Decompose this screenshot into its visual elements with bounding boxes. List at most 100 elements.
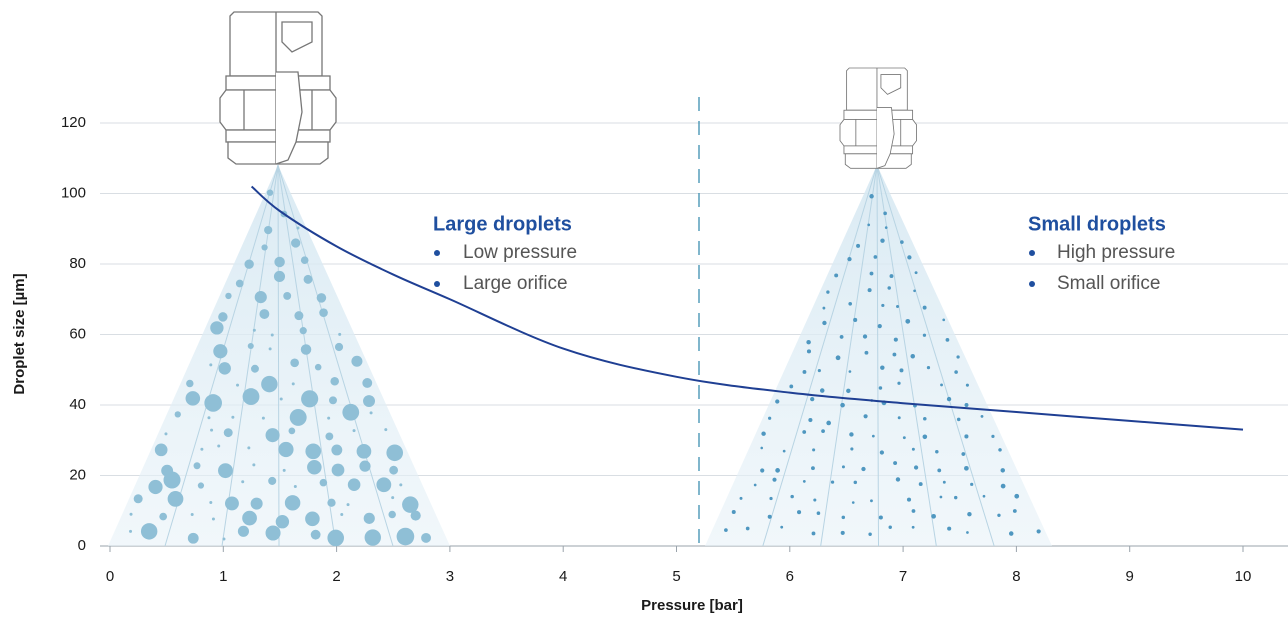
droplet xyxy=(789,384,794,389)
droplet xyxy=(780,525,784,529)
droplet xyxy=(300,256,309,265)
droplet xyxy=(363,512,375,524)
droplet xyxy=(391,496,395,500)
droplet xyxy=(848,370,852,373)
droplet xyxy=(888,525,892,529)
droplet xyxy=(846,388,851,394)
droplet xyxy=(296,226,300,230)
y-axis-title: Droplet size [µm] xyxy=(11,273,28,394)
spray-ray xyxy=(762,164,878,547)
droplet xyxy=(222,537,226,541)
droplet xyxy=(325,432,334,441)
droplet xyxy=(802,430,807,434)
droplet xyxy=(211,517,215,521)
droplet xyxy=(386,444,404,462)
droplet xyxy=(775,399,780,404)
droplet xyxy=(351,355,363,367)
droplet xyxy=(1036,529,1041,534)
droplet xyxy=(769,496,773,501)
droplet xyxy=(982,494,986,498)
droplet xyxy=(724,528,728,532)
y-tick-label: 20 xyxy=(69,466,86,483)
sprays xyxy=(108,164,1052,547)
droplet xyxy=(892,352,897,357)
droplet xyxy=(775,468,780,473)
droplet xyxy=(261,416,265,420)
droplet xyxy=(856,243,861,248)
droplet xyxy=(264,225,273,235)
droplet xyxy=(965,383,969,387)
droplet xyxy=(1000,483,1006,489)
droplet xyxy=(956,417,961,422)
droplet xyxy=(129,512,133,516)
droplet xyxy=(850,447,854,451)
droplet xyxy=(873,255,878,259)
droplet xyxy=(918,482,923,487)
y-tick-label: 60 xyxy=(69,325,86,342)
droplet xyxy=(867,223,871,227)
droplet xyxy=(997,513,1001,517)
droplet xyxy=(293,484,297,488)
droplet xyxy=(947,526,952,531)
droplet xyxy=(200,447,204,451)
x-tick-label: 9 xyxy=(1126,568,1134,585)
droplet xyxy=(834,273,839,278)
droplet xyxy=(356,443,372,459)
droplet xyxy=(316,293,327,303)
droplet xyxy=(869,271,874,276)
droplet xyxy=(980,414,984,418)
droplet xyxy=(864,350,869,355)
droplet xyxy=(942,480,946,484)
nozzle-small xyxy=(839,67,917,169)
droplet xyxy=(813,498,817,502)
droplet xyxy=(236,383,240,387)
droplet xyxy=(310,529,321,540)
droplet xyxy=(305,511,320,527)
droplet xyxy=(911,509,916,513)
droplet xyxy=(289,408,307,426)
annotation-title: Large droplets xyxy=(433,213,572,235)
droplet xyxy=(268,347,272,351)
droplet xyxy=(880,238,885,243)
droplet xyxy=(278,441,294,458)
spray-ray xyxy=(876,164,995,547)
x-tick-label: 10 xyxy=(1235,568,1252,585)
nozzle-large xyxy=(219,11,337,165)
droplet xyxy=(270,333,274,337)
droplet xyxy=(213,344,228,359)
droplet xyxy=(410,510,421,521)
droplet xyxy=(956,355,960,359)
x-tick-label: 5 xyxy=(672,568,680,585)
droplet xyxy=(330,376,339,386)
droplet xyxy=(802,370,807,374)
droplet xyxy=(154,443,168,457)
droplet xyxy=(853,317,858,323)
droplet xyxy=(327,529,345,547)
droplet xyxy=(376,477,392,493)
droplet xyxy=(327,498,336,507)
droplet xyxy=(914,271,918,275)
x-tick-label: 6 xyxy=(786,568,794,585)
droplet xyxy=(334,342,344,352)
droplet xyxy=(301,390,319,408)
droplet xyxy=(937,468,942,473)
droplet xyxy=(307,460,322,475)
droplet xyxy=(884,226,888,229)
droplet xyxy=(148,479,163,495)
droplet xyxy=(797,510,802,515)
droplet xyxy=(840,402,845,408)
droplet xyxy=(164,432,168,436)
droplet xyxy=(284,495,301,511)
droplet xyxy=(862,334,868,339)
droplet xyxy=(840,530,845,535)
droplet xyxy=(946,396,952,402)
x-tick-label: 7 xyxy=(899,568,907,585)
droplet xyxy=(808,418,813,423)
droplet xyxy=(821,429,825,433)
droplet xyxy=(225,292,232,300)
droplet xyxy=(822,306,826,310)
x-tick-label: 0 xyxy=(106,568,114,585)
droplet xyxy=(967,511,972,517)
droplet xyxy=(768,416,772,420)
droplet xyxy=(197,482,205,489)
